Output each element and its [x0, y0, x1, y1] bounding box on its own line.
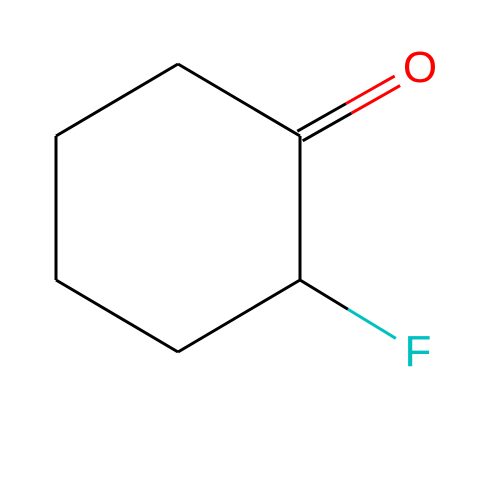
- bond-segment: [303, 113, 352, 141]
- bond-segment: [300, 280, 348, 309]
- bond-segment: [178, 64, 300, 136]
- bond-segment: [56, 64, 178, 136]
- bond-segment: [178, 280, 300, 352]
- bond-segment: [348, 309, 396, 338]
- atom-label-f: F: [405, 327, 432, 377]
- bond-segment: [297, 104, 346, 132]
- bond-segment: [56, 280, 178, 352]
- atom-label-o: O: [403, 43, 437, 93]
- bond-segment: [351, 86, 400, 114]
- bond-segment: [346, 76, 395, 104]
